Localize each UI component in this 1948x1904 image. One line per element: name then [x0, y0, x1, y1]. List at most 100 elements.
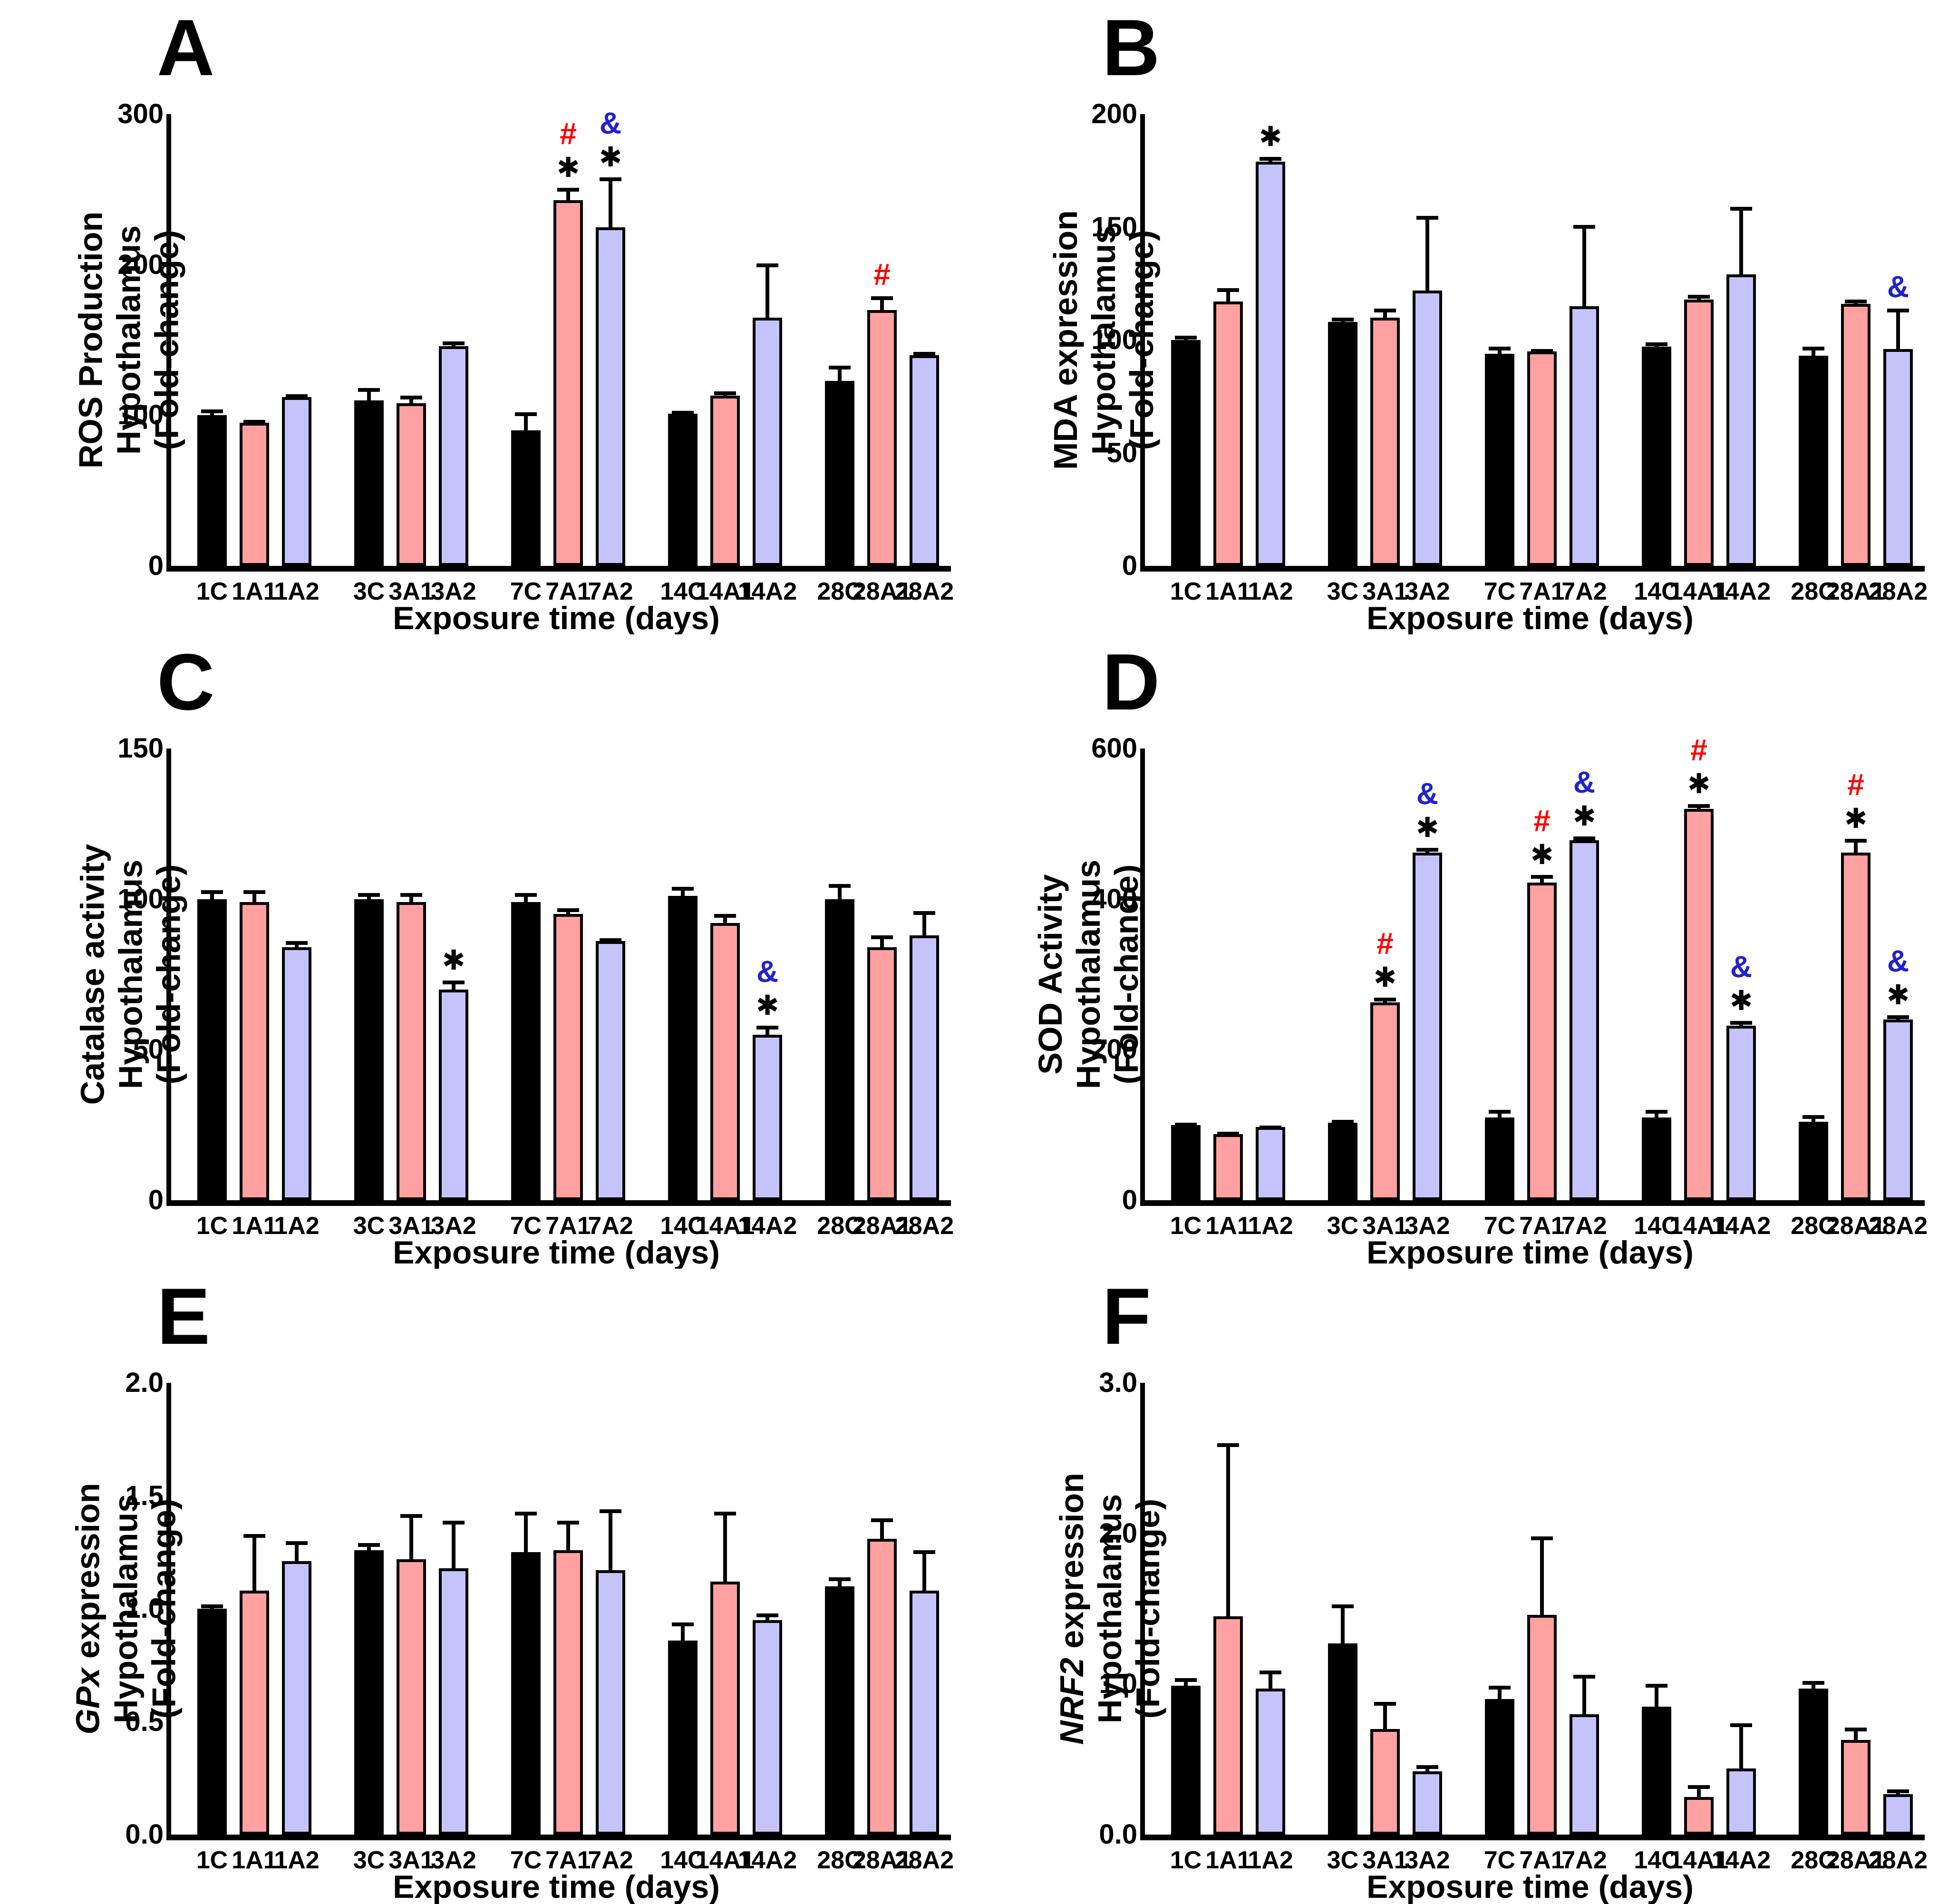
error-bar-28A1 — [1845, 839, 1867, 853]
bar-slot-28A2: 28A2 — [895, 114, 954, 604]
error-bar-7A2 — [1573, 1675, 1595, 1714]
error-bar-7A1 — [557, 1520, 579, 1550]
bar-7A1 — [1527, 1614, 1557, 1835]
bar-slot-7C: 7C — [1484, 748, 1515, 1238]
bar-slot-28A1: # ✱ 28A1 — [1826, 748, 1885, 1238]
x-tick-label-3C: 3C — [1327, 1846, 1359, 1874]
x-axis-title: Exposure time (days) — [393, 600, 720, 634]
bar-14A1 — [1684, 808, 1714, 1200]
bar-3A2 — [439, 346, 468, 566]
x-tick-label-1A2: 1A2 — [1248, 1846, 1293, 1874]
error-bar-7C — [515, 412, 537, 430]
error-bar-3A1 — [400, 396, 422, 403]
x-tick-label-28C: 28C — [817, 1212, 863, 1240]
bar-1A2 — [282, 947, 311, 1200]
x-tick-label-3A2: 3A2 — [1405, 578, 1450, 605]
y-tick-label: 50 — [133, 1034, 164, 1065]
y-tick-label: 100 — [117, 883, 164, 914]
bar-3C — [354, 400, 384, 566]
bar-group: 14C 14A1 14A2 — [660, 1383, 797, 1873]
bar-14A2 — [1726, 1025, 1756, 1200]
sig-ampersand: & — [1730, 950, 1753, 984]
x-tick-label-7A1: 7A1 — [1519, 1212, 1565, 1240]
bar-slot-7A2: 7A2 — [1561, 1383, 1607, 1873]
bar-slot-1A2: 1A2 — [1248, 748, 1293, 1238]
significance-stack: ✱ — [442, 946, 465, 974]
plot-area: 1C 1A1 1A2 3C 3A1 3A2 7C 7A1 7A2 14C 14A1 14A2 28C 28… — [1099, 1369, 1928, 1873]
bar-slot-1A2: 1A2 — [274, 748, 320, 1238]
x-tick-label-28A1: 28A1 — [1826, 1846, 1886, 1874]
error-bar-28A1 — [1845, 299, 1867, 304]
bar-slot-1A1: 1A1 — [1205, 114, 1251, 604]
bar-group: 7C 7A1 7A2 — [510, 748, 633, 1238]
sig-asterisk: ✱ — [1886, 978, 1910, 1011]
x-tick-label-28C: 28C — [1791, 578, 1836, 605]
bar-slot-1A1: 1A1 — [1205, 748, 1251, 1238]
y-axis-title: NRF2 expression Hypothalamus (Fold-chang… — [974, 1383, 1166, 1835]
bar-slot-3A1: # ✱ 3A1 — [1362, 748, 1407, 1238]
bar-slot-1C: 1C — [1170, 114, 1202, 604]
bar-slot-1C: 1C — [196, 1383, 228, 1873]
error-bar-7A2 — [1573, 836, 1595, 841]
error-bar-28A2 — [913, 1550, 935, 1591]
bar-slot-3C: 3C — [1327, 1383, 1358, 1873]
bar-slot-14A1: 14A1 — [696, 748, 755, 1238]
y-tick-label: 400 — [1091, 883, 1137, 914]
plot-area: 1C 1A1 1A2 3C # ✱ 3A1 & ✱ 3A2 7C # ✱ 7A1 & ✱ 7A2 14C # ✱ 14A… — [1091, 735, 1928, 1239]
x-tick-label-7C: 7C — [1483, 578, 1516, 605]
bar-1A1 — [1213, 1616, 1243, 1835]
y-tick-label: 100 — [117, 399, 164, 431]
x-tick-label-14A1: 14A1 — [695, 578, 755, 605]
bar-slot-28C: 28C — [1791, 1383, 1836, 1873]
sig-asterisk: ✱ — [756, 989, 779, 1021]
bar-1A1 — [240, 423, 269, 566]
error-bar-28C — [829, 1577, 851, 1586]
bar-group: 1C 1A1 ✱ 1A2 — [1170, 114, 1293, 604]
bar-slot-14A1: 14A1 — [1669, 1383, 1728, 1873]
bar-3A2 — [439, 989, 468, 1200]
bar-7A2 — [1570, 840, 1599, 1200]
x-tick-label-3C: 3C — [353, 1846, 385, 1874]
x-tick-label-14C: 14C — [660, 578, 706, 605]
x-tick-label-14C: 14C — [1634, 1212, 1679, 1240]
bar-group: 14C 14A1 14A2 — [660, 114, 797, 604]
bar-slot-3A1: 3A1 — [388, 748, 434, 1238]
x-tick-label-7C: 7C — [1483, 1846, 1516, 1874]
x-tick-label-28A2: 28A2 — [894, 1846, 954, 1874]
panel-d-sod-activity: D SOD Activity Hypothalamus (Fold-change… — [974, 634, 1948, 1269]
bar-group: 7C # ✱ 7A1 & ✱ 7A2 — [510, 108, 633, 604]
error-bar-1A2 — [286, 394, 308, 398]
x-tick-label-14A2: 14A2 — [737, 578, 797, 605]
bar-3A1 — [1370, 1002, 1400, 1200]
x-tick-label-1A2: 1A2 — [1248, 1212, 1293, 1240]
error-bar-1C — [1175, 335, 1197, 340]
bar-group: 1C 1A1 1A2 — [1170, 748, 1293, 1238]
bar-7C — [511, 1552, 541, 1835]
bar-slot-1A2: 1A2 — [274, 1383, 320, 1873]
bar-slot-28C: 28C — [1791, 114, 1836, 604]
error-bar-1A1 — [243, 890, 265, 902]
bar-3A2 — [1413, 1771, 1442, 1835]
x-tick-label-7A2: 7A2 — [588, 1212, 633, 1240]
bar-28C — [825, 899, 854, 1200]
y-axis-title-line1: ROS Production — [72, 211, 109, 469]
y-tick-label: 0 — [1122, 1185, 1137, 1215]
bar-slot-3A1: 3A1 — [388, 114, 434, 604]
y-tick-label: 100 — [1091, 324, 1137, 355]
bar-28A2 — [1883, 349, 1913, 566]
bar-group: 7C 7A1 7A2 — [1484, 1383, 1607, 1873]
error-bar-7C — [515, 893, 537, 902]
sig-hash: # — [1533, 804, 1551, 838]
bar-group: 3C 3A1 3A2 — [1327, 114, 1450, 604]
bar-1C — [197, 415, 227, 566]
bar-slot-28A1: 28A1 — [1826, 114, 1885, 604]
sig-ampersand: & — [1573, 765, 1596, 800]
y-axis-title: GPx expression Hypothalamus (Fold-change… — [0, 1383, 183, 1835]
x-tick-label-7A1: 7A1 — [545, 1846, 591, 1874]
bar-7A1 — [1527, 351, 1557, 566]
bar-slot-28A1: 28A1 — [853, 1383, 911, 1873]
bar-14C — [1642, 1706, 1671, 1835]
sig-ampersand: & — [1887, 269, 1909, 304]
bar-slot-7A1: 7A1 — [545, 1383, 591, 1873]
significance-stack: # — [873, 259, 891, 290]
